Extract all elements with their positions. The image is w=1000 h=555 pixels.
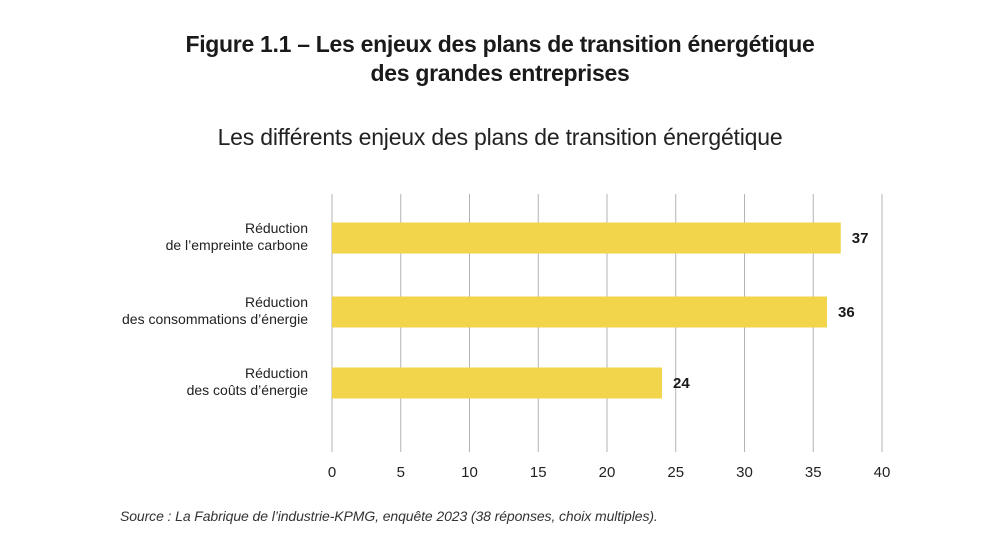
tick-label-20: 20 [599, 464, 616, 481]
value-label-2: 36 [838, 304, 855, 321]
chart-title: Les différents enjeux des plans de trans… [217, 124, 783, 150]
tick-label-10: 10 [461, 464, 478, 481]
tick-label-35: 35 [805, 464, 822, 481]
value-label-1: 37 [852, 230, 869, 247]
bar-3 [332, 367, 662, 399]
tick-label-25: 25 [667, 464, 684, 481]
figure-title: Figure 1.1 – Les enjeux des plans de tra… [100, 30, 900, 88]
value-labels: 37 36 24 [673, 230, 868, 392]
category-label-2: Réduction des consommations d’énergie [122, 294, 308, 327]
source-note: Source : La Fabrique de l’industrie-KPMG… [120, 508, 658, 524]
tick-label-0: 0 [328, 464, 336, 481]
category-labels: Réduction de l’empreinte carbone Réduction… [122, 220, 308, 398]
category-label-1: Réduction de l’empreinte carbone [166, 220, 309, 253]
chart-bars [332, 222, 841, 399]
bar-2 [332, 296, 827, 328]
value-label-3: 24 [673, 375, 690, 392]
figure-title-line1: Figure 1.1 – Les enjeux des plans de tra… [185, 31, 815, 57]
category-label-3: Réduction des coûts d’énergie [187, 365, 309, 398]
tick-labels: 0 5 10 15 20 25 30 35 40 [328, 464, 891, 481]
tick-label-30: 30 [736, 464, 753, 481]
figure-title-line2: des grandes entreprises [370, 60, 630, 86]
tick-label-40: 40 [874, 464, 891, 481]
tick-label-5: 5 [397, 464, 405, 481]
tick-label-15: 15 [530, 464, 547, 481]
bar-1 [332, 222, 841, 254]
